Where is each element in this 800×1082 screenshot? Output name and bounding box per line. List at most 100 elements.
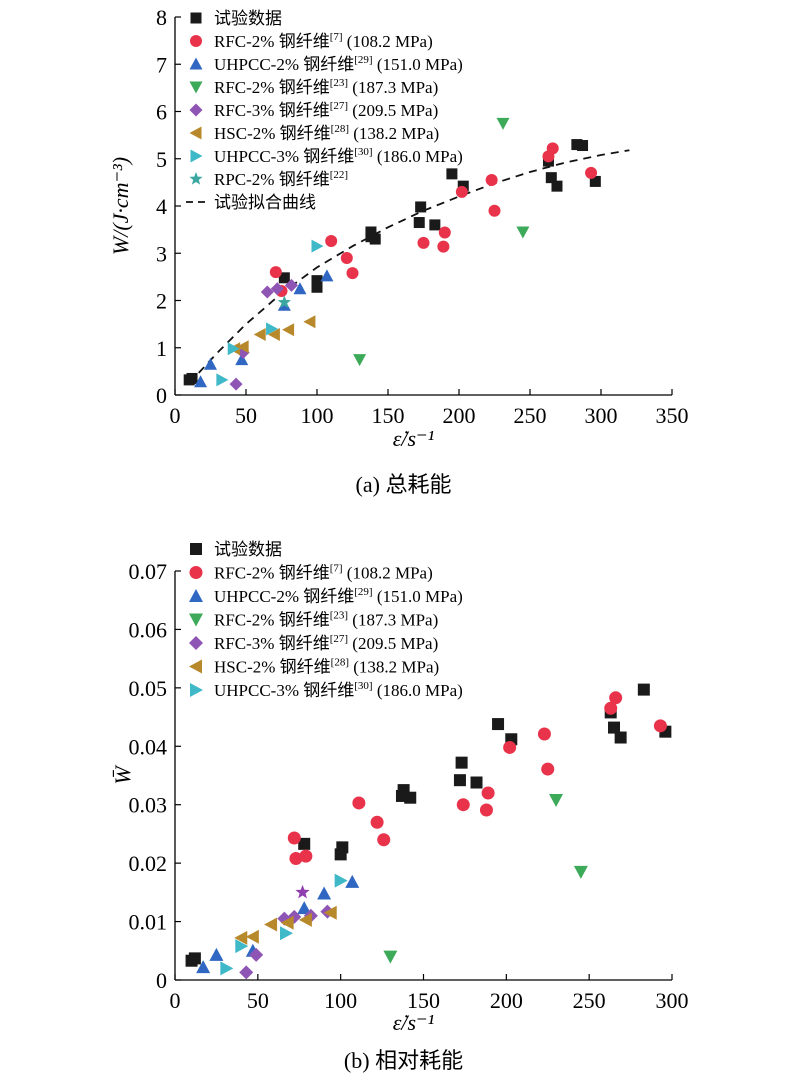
legend-strength: (186.0 MPa)	[373, 147, 463, 166]
data-point	[438, 226, 451, 239]
data-point	[541, 762, 555, 776]
series-5	[234, 905, 337, 945]
legend-label: 试验数据	[214, 9, 282, 28]
data-point	[204, 357, 217, 370]
data-point	[496, 117, 510, 130]
panel-caption: (a) 总耗能	[356, 472, 452, 497]
data-point	[287, 831, 301, 845]
data-point	[270, 282, 284, 296]
y-axis-label: W̄	[110, 765, 135, 785]
data-point	[186, 372, 198, 384]
legend-marker	[189, 172, 203, 185]
legend-ref: [23]	[330, 77, 348, 89]
legend-label: UHPCC-3% 钢纤维[30] (186.0 MPa)	[214, 146, 463, 166]
data-point	[311, 239, 324, 253]
x-tick-label: 0	[170, 403, 181, 428]
x-tick-label: 150	[372, 403, 405, 428]
data-point	[571, 139, 583, 151]
series-1	[269, 142, 598, 298]
legend-name: RFC-2% 钢纤维	[214, 78, 330, 97]
data-point	[297, 901, 312, 915]
legend-name: RFC-2% 钢纤维	[214, 564, 330, 583]
data-point	[317, 886, 332, 900]
data-point	[549, 794, 564, 808]
series-5	[228, 315, 316, 356]
data-point	[235, 353, 249, 366]
series-0	[185, 683, 672, 967]
data-point	[194, 375, 208, 388]
x-axis-label: ε̇/s⁻¹	[393, 426, 435, 451]
legend-marker	[189, 589, 203, 602]
legend-ref: [7]	[330, 563, 343, 575]
data-point	[269, 266, 282, 279]
data-point	[637, 683, 650, 696]
legend-ref: [30]	[354, 146, 372, 158]
legend-strength: (209.5 MPa)	[348, 634, 438, 653]
data-point	[516, 226, 530, 239]
legend-label: UHPCC-2% 钢纤维[29] (151.0 MPa)	[214, 586, 463, 606]
data-point	[545, 172, 557, 184]
legend-label: RFC-3% 钢纤维[27] (209.5 MPa)	[214, 100, 438, 120]
data-point	[609, 691, 623, 705]
legend-ref: [29]	[354, 54, 372, 66]
data-point	[298, 837, 311, 850]
legend-name: UHPCC-3% 钢纤维	[214, 147, 354, 166]
data-point	[299, 849, 313, 863]
data-point	[479, 803, 493, 817]
y-tick-label: 5	[156, 147, 167, 172]
x-tick-label: 250	[573, 988, 606, 1013]
legend-ref: [27]	[330, 100, 348, 112]
data-point	[220, 961, 234, 976]
legend-marker	[189, 126, 202, 140]
series-3	[353, 117, 530, 367]
legend-marker	[190, 149, 203, 163]
y-tick-label: 8	[156, 5, 167, 30]
legend-name: RFC-3% 钢纤维	[214, 634, 330, 653]
x-tick-label: 250	[514, 403, 547, 428]
data-point	[334, 873, 348, 888]
legend-label: UHPCC-2% 钢纤维[29] (151.0 MPa)	[214, 54, 463, 74]
data-point	[415, 201, 427, 213]
x-tick-label: 300	[585, 403, 618, 428]
x-tick-label: 100	[324, 988, 357, 1013]
data-point	[413, 217, 425, 229]
data-point	[267, 328, 280, 342]
data-point	[209, 947, 224, 961]
data-point	[589, 175, 601, 187]
legend-name: UHPCC-2% 钢纤维	[214, 55, 354, 74]
data-point	[345, 874, 360, 888]
legend-name: RFC-2% 钢纤维	[214, 611, 330, 630]
data-point	[323, 905, 337, 920]
legend-strength: (151.0 MPa)	[373, 55, 463, 74]
data-point	[437, 240, 450, 253]
data-point	[303, 315, 316, 329]
legend-marker	[189, 636, 203, 650]
legend-name: RFC-2% 钢纤维	[214, 32, 330, 51]
data-point	[235, 939, 249, 954]
legend-label: HSC-2% 钢纤维[28] (138.2 MPa)	[214, 657, 439, 677]
legend-marker	[189, 57, 203, 70]
y-tick-label: 4	[156, 194, 167, 219]
data-point	[585, 166, 598, 179]
data-point	[608, 721, 621, 734]
legend-ref: [28]	[331, 657, 349, 669]
data-point	[229, 377, 243, 391]
data-point	[239, 965, 254, 980]
axes: 0 50 100 150 200 250 300 350 0 1 2 3 4 5 6 7 8	[156, 5, 689, 428]
data-point	[383, 950, 398, 964]
y-tick-label: 0.01	[129, 910, 168, 935]
data-point	[455, 185, 468, 198]
series-4	[239, 904, 335, 980]
x-tick-label: 150	[407, 988, 440, 1013]
data-point	[311, 281, 323, 293]
data-point	[280, 915, 294, 930]
series-2	[196, 874, 360, 974]
series-7	[277, 295, 291, 309]
data-point	[492, 718, 505, 731]
legend-marker	[189, 103, 203, 117]
y-tick-label: 2	[156, 289, 167, 314]
data-point	[446, 168, 458, 180]
y-tick-label: 1	[156, 336, 167, 361]
